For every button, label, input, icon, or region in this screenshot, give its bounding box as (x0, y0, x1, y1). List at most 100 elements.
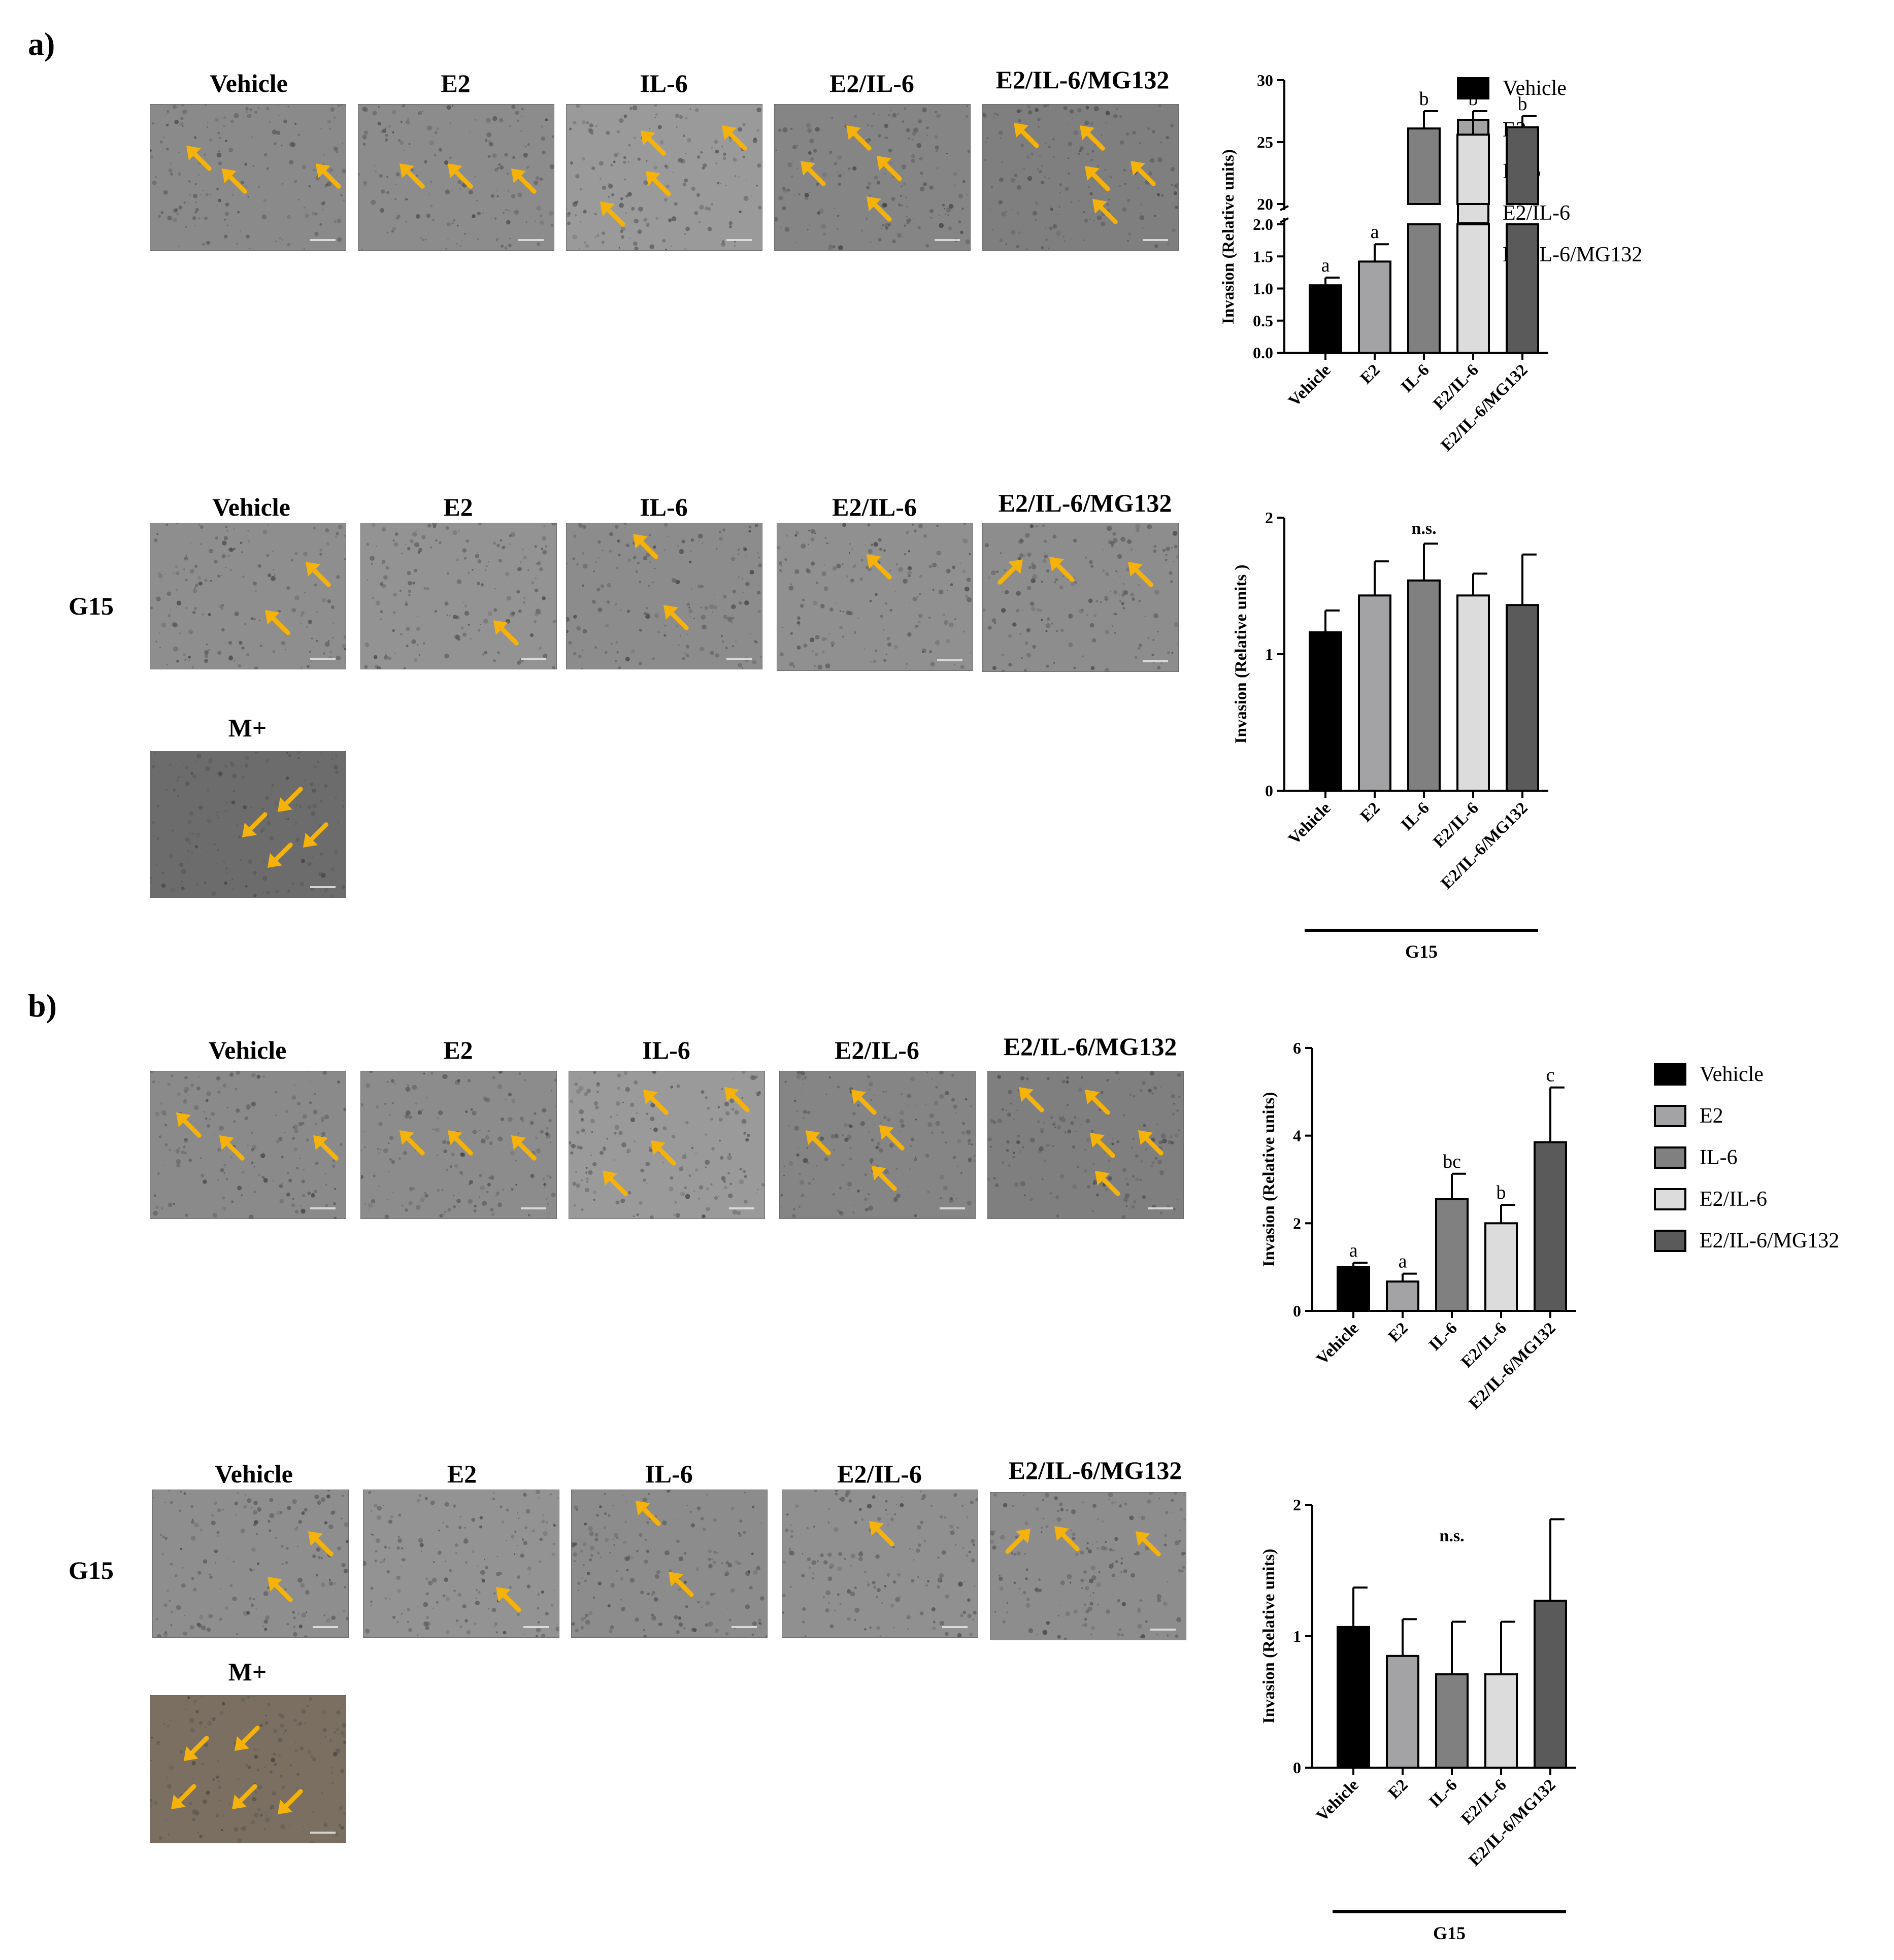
image-label: E2/IL-6 (832, 493, 917, 521)
g15-row-label-a: G15 (69, 592, 114, 620)
micrograph (782, 1490, 978, 1638)
image-label: M+ (228, 1658, 267, 1686)
yellow-arrow (308, 1531, 334, 1557)
significance-label: b (1497, 1182, 1506, 1203)
image-label: E2/IL-6 (835, 1036, 919, 1064)
bar (1506, 126, 1539, 205)
bar (1358, 260, 1391, 354)
y-tick-label: 1 (1293, 1627, 1301, 1645)
image-label: E2/IL-6/MG132 (1008, 1456, 1182, 1484)
x-tick-label: Vehicle (1285, 799, 1334, 848)
significance-label: c (1546, 1065, 1555, 1086)
yellow-arrow (1094, 1170, 1120, 1196)
yellow-arrow (721, 125, 747, 151)
micrograph (150, 751, 346, 898)
micrograph (358, 104, 554, 251)
legend-swatch (1654, 1188, 1686, 1210)
significance-label: a (1321, 255, 1330, 276)
yellow-arrow (495, 1586, 521, 1612)
yellow-arrow (242, 812, 268, 838)
yellow-arrow (998, 559, 1023, 585)
micrograph (152, 1490, 349, 1638)
yellow-arrow (221, 168, 247, 194)
y-tick-label: 4 (1293, 1127, 1301, 1145)
significance-label: a (1371, 221, 1379, 243)
axis-break-mark (1280, 205, 1289, 211)
yellow-arrow (231, 1784, 257, 1810)
x-tick-label: E2 (1385, 1776, 1412, 1803)
y-tick-label: 20 (1257, 195, 1273, 213)
image-label: E2/IL-6 (829, 69, 914, 97)
micrograph (360, 1071, 557, 1219)
y-tick-label: 0.0 (1253, 344, 1273, 362)
micrograph (779, 1071, 976, 1219)
bar (1407, 127, 1441, 205)
y-tick-label: 0 (1293, 1759, 1301, 1777)
yellow-arrow (315, 163, 341, 189)
micrograph (360, 523, 557, 669)
micrograph (571, 1490, 768, 1638)
y-axis-label: Invasion (Relative units ) (1232, 565, 1250, 744)
bar (1309, 284, 1342, 354)
image-label: E2 (443, 493, 473, 521)
micrograph (982, 104, 1179, 251)
bar (1435, 1673, 1469, 1769)
yellow-arrow (264, 610, 290, 635)
x-tick-label: E2/IL-6/MG132 (1438, 799, 1532, 893)
bar (1386, 1280, 1419, 1312)
yellow-arrow (1135, 1531, 1161, 1557)
y-tick-label: 2 (1293, 1214, 1301, 1232)
g15-row-label-b: G15 (69, 1556, 114, 1584)
x-tick-label: E2 (1357, 799, 1384, 826)
x-tick-label: E2/IL-6/MG132 (1466, 1319, 1559, 1413)
image-label: E2/IL-6/MG132 (995, 65, 1170, 94)
micrograph (774, 104, 971, 251)
y-axis-label: Invasion (Relative units) (1260, 1549, 1278, 1724)
yellow-arrow (447, 163, 473, 189)
x-tick-label: Vehicle (1313, 1319, 1362, 1368)
y-tick-label: 0.5 (1253, 312, 1273, 330)
yellow-arrow (635, 1500, 661, 1526)
legend-label: Vehicle (1503, 77, 1567, 100)
legend-label: E2/IL-6 (1503, 201, 1570, 225)
micrograph (990, 1492, 1186, 1640)
yellow-arrow (851, 1089, 877, 1115)
yellow-arrow (267, 842, 293, 868)
yellow-arrow (866, 554, 892, 580)
yellow-arrow (399, 163, 425, 189)
annotation-ns: n.s. (1439, 1527, 1464, 1545)
image-label: E2 (447, 1460, 477, 1488)
yellow-arrow (876, 155, 902, 181)
legend-swatch (1654, 1230, 1686, 1252)
significance-label: b (1518, 93, 1527, 115)
x-tick-label: IL-6 (1425, 1776, 1461, 1811)
micrograph (150, 104, 346, 251)
panel-a-letter: a) (28, 26, 55, 62)
legend-label: E2/IL-6/MG132 (1700, 1229, 1840, 1253)
micrograph (566, 523, 762, 669)
group-label: G15 (1405, 941, 1438, 962)
yellow-arrow (493, 620, 519, 646)
yellow-arrow (866, 196, 892, 222)
yellow-arrow (511, 168, 537, 194)
legend-label: E2 (1700, 1104, 1723, 1128)
yellow-arrow (643, 1089, 669, 1115)
yellow-arrow (800, 160, 826, 186)
image-label: Vehicle (210, 69, 288, 97)
yellow-arrow (1130, 160, 1156, 186)
x-tick-label: IL-6 (1425, 1319, 1461, 1355)
y-tick-label: 30 (1257, 71, 1273, 89)
y-axis-label: Invasion (Relative units) (1219, 149, 1238, 324)
x-tick-label: IL-6 (1398, 361, 1433, 396)
image-label: E2 (443, 1036, 473, 1064)
yellow-arrow (313, 1135, 339, 1161)
yellow-arrow (1138, 1130, 1164, 1156)
x-tick-label: Vehicle (1285, 361, 1334, 410)
yellow-arrow (176, 1112, 202, 1138)
y-tick-label: 0 (1293, 1302, 1301, 1320)
yellow-arrow (1079, 125, 1105, 151)
yellow-arrow (1089, 1132, 1115, 1158)
yellow-arrow (805, 1130, 831, 1156)
panel-b-letter: b) (28, 988, 57, 1024)
yellow-arrow (668, 1571, 694, 1597)
